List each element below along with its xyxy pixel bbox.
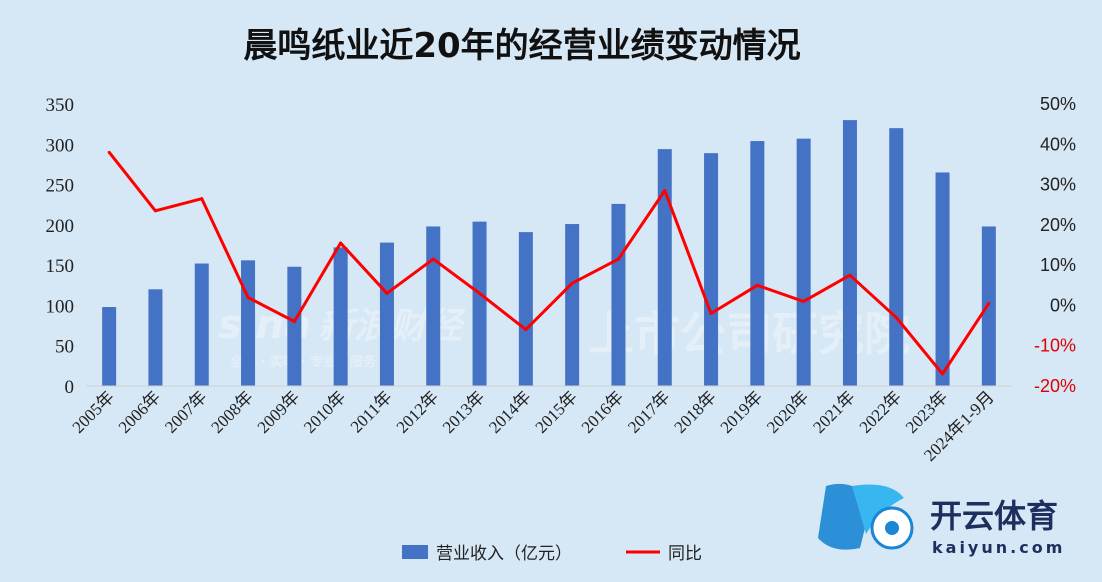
- research-institute-watermark: 上市公司研究院: [588, 307, 910, 361]
- yoy-point: [478, 291, 482, 295]
- revenue-bar: [704, 153, 719, 386]
- right-tick-label: 20%: [1040, 215, 1076, 235]
- yoy-point: [663, 189, 667, 193]
- logo-domain: kaiyun.com: [932, 538, 1065, 557]
- revenue-bars: [102, 120, 996, 386]
- yoy-point: [941, 372, 945, 376]
- yoy-line-series: [107, 150, 991, 376]
- revenue-bar: [565, 224, 580, 386]
- yoy-point: [570, 281, 574, 285]
- x-tick-label: 2011年: [347, 387, 396, 436]
- revenue-bar: [611, 203, 626, 386]
- revenue-bar: [796, 138, 811, 386]
- x-tick-label: 2006年: [115, 387, 164, 436]
- yoy-point: [107, 150, 111, 154]
- legend: 营业收入（亿元） 同比: [402, 544, 702, 564]
- revenue-bar: [333, 247, 348, 386]
- revenue-bar: [102, 307, 117, 386]
- revenue-bar: [472, 221, 487, 386]
- left-tick-label: 0: [65, 377, 75, 398]
- left-tick-label: 300: [46, 135, 75, 156]
- x-tick-label: 2015年: [531, 387, 580, 436]
- right-tick-label: -20%: [1034, 376, 1076, 396]
- revenue-bar: [148, 289, 163, 386]
- left-tick-label: 250: [46, 176, 75, 197]
- x-tick-label: 2019年: [717, 387, 766, 436]
- yoy-point: [894, 316, 898, 320]
- yoy-point: [616, 257, 620, 261]
- left-tick-label: 200: [46, 216, 75, 237]
- yoy-point: [153, 209, 157, 213]
- revenue-bar: [935, 172, 950, 386]
- revenue-bar: [379, 242, 394, 386]
- revenue-bar: [426, 226, 441, 386]
- yoy-point: [385, 291, 389, 295]
- yoy-point: [987, 301, 991, 305]
- logo-k-arm: [852, 484, 904, 534]
- legend-label-yoy: 同比: [668, 544, 702, 564]
- chart-title: 晨鸣纸业近20年的经营业绩变动情况: [243, 26, 800, 66]
- revenue-bar: [194, 263, 209, 386]
- revenue-bar: [287, 266, 302, 386]
- revenue-bar: [889, 128, 904, 386]
- right-tick-label: 40%: [1040, 134, 1076, 154]
- x-axis-ticks: 2005年2006年2007年2008年2009年2010年2011年2012年…: [68, 387, 997, 465]
- x-tick-label: 2020年: [763, 387, 812, 436]
- yoy-point: [339, 241, 343, 245]
- yoy-point: [802, 299, 806, 303]
- yoy-point: [200, 197, 204, 201]
- x-tick-label: 2014年: [485, 387, 534, 436]
- x-tick-label: 2022年: [856, 387, 905, 436]
- revenue-bar: [750, 141, 765, 386]
- x-tick-label: 2017年: [624, 387, 673, 436]
- revenue-bar: [241, 260, 256, 386]
- yoy-line: [108, 151, 991, 376]
- right-tick-label: 50%: [1040, 94, 1076, 114]
- legend-label-revenue: 营业收入（亿元）: [436, 544, 572, 564]
- yoy-point: [755, 283, 759, 287]
- left-tick-label: 100: [46, 296, 75, 317]
- left-tick-label: 150: [46, 256, 75, 277]
- x-tick-label: 2005年: [68, 387, 117, 436]
- yoy-point: [292, 320, 296, 324]
- logo-name: 开云体育: [930, 497, 1058, 535]
- kaiyun-logo: 开云体育 kaiyun.com: [818, 483, 1065, 557]
- x-tick-label: 2008年: [207, 387, 256, 436]
- x-tick-label: 2016年: [578, 387, 627, 436]
- left-tick-label: 350: [46, 95, 75, 116]
- x-tick-label: 2010年: [300, 387, 349, 436]
- x-tick-label: 2021年: [809, 387, 858, 436]
- left-tick-label: 50: [55, 337, 74, 358]
- right-tick-label: 10%: [1040, 255, 1076, 275]
- legend-swatch-revenue: [402, 545, 428, 559]
- yoy-point: [246, 295, 250, 299]
- revenue-bar: [657, 149, 672, 386]
- revenue-bar: [842, 120, 857, 386]
- left-axis-ticks: 0 50 100 150 200 250 300 350: [46, 95, 75, 398]
- yoy-point: [709, 311, 713, 315]
- yoy-point: [848, 273, 852, 277]
- yoy-point: [524, 328, 528, 332]
- revenue-bar: [518, 232, 533, 386]
- right-axis-ticks: 50% 40% 30% 20% 10% 0% -10% -20%: [1034, 94, 1076, 396]
- right-tick-label: 30%: [1040, 175, 1076, 195]
- soccer-ball-center-icon: [885, 521, 899, 535]
- yoy-point: [431, 257, 435, 261]
- right-tick-label: -10%: [1034, 336, 1076, 356]
- x-tick-label: 2018年: [670, 387, 719, 436]
- right-tick-label: 0%: [1050, 295, 1076, 315]
- x-tick-label: 2009年: [254, 387, 303, 436]
- x-tick-label: 2012年: [393, 387, 442, 436]
- x-tick-label: 2007年: [161, 387, 210, 436]
- revenue-bar: [981, 226, 996, 386]
- x-tick-label: 2013年: [439, 387, 488, 436]
